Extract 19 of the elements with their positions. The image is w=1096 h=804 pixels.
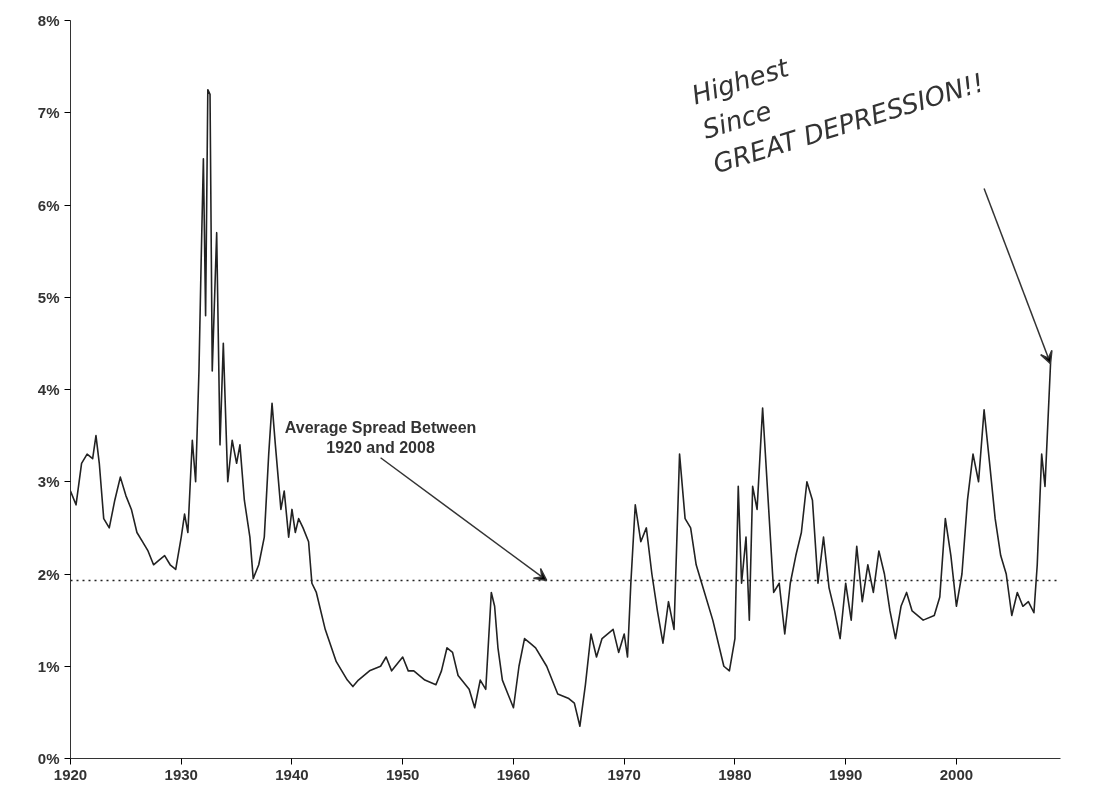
y-tick-label: 5% bbox=[37, 288, 60, 306]
y-tick-label: 4% bbox=[37, 381, 60, 398]
y-tick-label: 7% bbox=[37, 104, 60, 122]
y-tick-label: 1% bbox=[37, 657, 60, 675]
x-tick-label: 1940 bbox=[275, 765, 309, 783]
x-tick-label: 1970 bbox=[607, 765, 641, 783]
x-tick-label: 1990 bbox=[828, 765, 863, 783]
annotation: Average Spread Between 1920 and 2008 bbox=[284, 418, 477, 456]
x-tick-label: 1960 bbox=[496, 765, 531, 783]
x-tick-label: 1950 bbox=[386, 765, 420, 783]
y-tick-label: 0% bbox=[37, 750, 60, 767]
x-tick-label: 2000 bbox=[939, 765, 974, 783]
y-tick-label: 8% bbox=[37, 12, 60, 29]
y-tick-label: 6% bbox=[37, 196, 60, 214]
x-tick-label: 1920 bbox=[53, 765, 88, 783]
y-tick-label: 3% bbox=[37, 473, 60, 491]
y-tick-label: 2% bbox=[37, 565, 60, 583]
x-tick-label: 1930 bbox=[164, 765, 198, 783]
x-tick-label: 1980 bbox=[718, 765, 752, 783]
